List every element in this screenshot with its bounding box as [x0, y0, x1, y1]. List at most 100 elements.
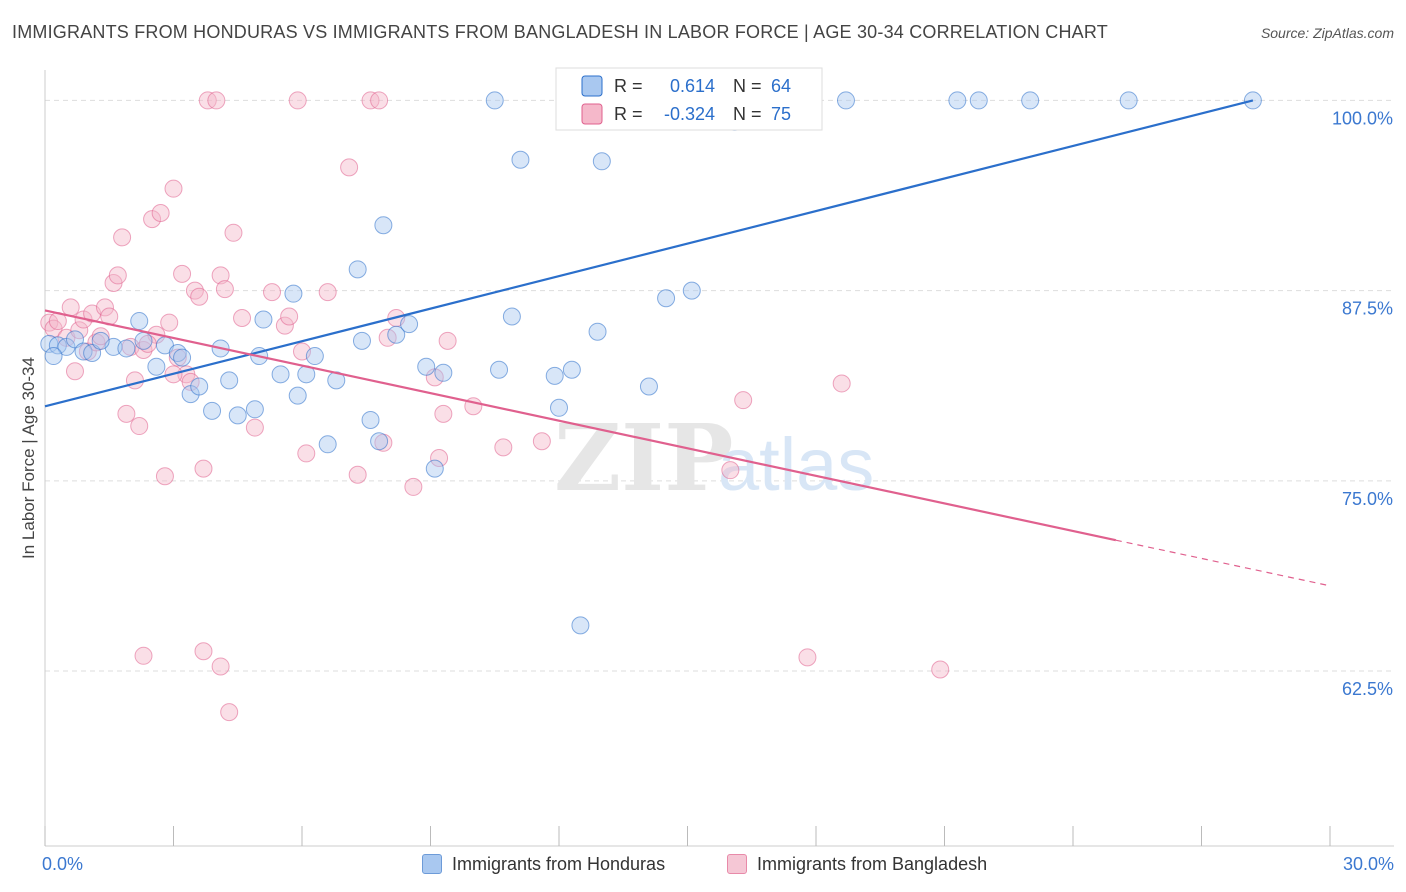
- bangladesh-point-4: [61, 298, 80, 317]
- bangladesh-point-47: [318, 283, 337, 302]
- bangladesh-point-60: [494, 438, 513, 457]
- watermark: ZIP atlas: [554, 404, 874, 512]
- bangladesh-point-45: [288, 91, 307, 110]
- bangladesh-point-24: [151, 204, 170, 223]
- y-tick-label-2: 75.0%: [1342, 489, 1393, 509]
- bangladesh-point-28: [168, 348, 187, 367]
- legend-item-honduras[interactable]: Immigrants from Honduras: [422, 852, 665, 876]
- bangladesh-point-57: [434, 404, 453, 423]
- bangladesh-point-42: [263, 283, 282, 302]
- honduras-point-5: [83, 344, 102, 363]
- bangladesh-trend-line: [44, 309, 1117, 542]
- honduras-points: [40, 91, 1262, 635]
- bangladesh-point-49: [348, 465, 367, 484]
- bangladesh-point-70: [931, 660, 950, 679]
- honduras-point-39: [434, 363, 453, 382]
- honduras-point-48: [588, 322, 607, 341]
- honduras-point-53: [682, 281, 701, 300]
- honduras-point-23: [271, 365, 290, 384]
- honduras-point-28: [318, 435, 337, 454]
- bangladesh-point-19: [125, 371, 144, 390]
- bangladesh-point-64: [832, 374, 851, 393]
- honduras-point-58: [948, 91, 967, 110]
- watermark-atlas: atlas: [718, 423, 874, 506]
- stats-n-label-1: N =: [733, 76, 762, 96]
- bangladesh-point-62: [721, 461, 740, 480]
- honduras-point-40: [485, 91, 504, 110]
- bangladesh-point-51: [370, 91, 389, 110]
- honduras-point-15: [190, 377, 209, 396]
- honduras-point-62: [44, 347, 63, 366]
- bangladesh-point-48: [340, 158, 359, 177]
- bangladesh-point-61: [532, 432, 551, 451]
- honduras-point-45: [550, 398, 568, 417]
- honduras-point-24: [284, 284, 303, 303]
- bangladesh-point-5: [65, 362, 84, 381]
- y-axis-label: In Labor Force | Age 30-34: [19, 357, 38, 559]
- bangladesh-point-16: [113, 228, 132, 247]
- stats-n-value-1: 64: [771, 76, 791, 96]
- bangladesh-point-73: [430, 449, 449, 467]
- honduras-point-31: [352, 331, 371, 350]
- tick-labels: 100.0% 87.5% 75.0% 62.5% 0.0% 30.0%: [42, 108, 1394, 874]
- bangladesh-point-67: [211, 657, 230, 676]
- y-tick-label-1: 87.5%: [1342, 299, 1393, 319]
- bangladesh-point-65: [134, 646, 153, 665]
- honduras-point-50: [639, 377, 658, 396]
- stats-swatch-pink: [581, 103, 603, 125]
- honduras-point-16: [203, 401, 222, 420]
- bangladesh-point-58: [438, 331, 457, 350]
- honduras-point-18: [220, 371, 239, 390]
- honduras-point-63: [91, 331, 110, 350]
- y-tick-label-0: 100.0%: [1332, 108, 1393, 128]
- honduras-point-32: [361, 410, 380, 429]
- bangladesh-point-29: [173, 264, 192, 283]
- axes: [44, 70, 1394, 847]
- bangladesh-point-43: [275, 316, 294, 335]
- stats-n-label-2: N =: [733, 104, 762, 124]
- honduras-point-38: [425, 459, 444, 478]
- honduras-point-3: [65, 330, 84, 349]
- bangladesh-point-40: [233, 309, 252, 328]
- bangladesh-point-46: [297, 444, 316, 463]
- honduras-point-44: [545, 366, 564, 385]
- honduras-point-25: [288, 386, 307, 405]
- stats-r-label-2: R =: [614, 104, 643, 124]
- honduras-point-22: [254, 310, 273, 329]
- honduras-point-7: [117, 339, 136, 358]
- honduras-point-9: [134, 331, 153, 350]
- honduras-point-41: [490, 360, 509, 379]
- bangladesh-point-33: [190, 287, 209, 306]
- honduras-point-37: [417, 357, 436, 376]
- legend-item-bangladesh[interactable]: Immigrants from Bangladesh: [727, 852, 987, 876]
- legend-swatch-blue: [422, 854, 442, 874]
- honduras-point-56: [836, 91, 855, 110]
- bangladesh-point-15: [108, 266, 127, 285]
- honduras-point-35: [387, 325, 406, 344]
- honduras-point-30: [348, 260, 367, 279]
- stats-n-value-2: 75: [771, 104, 791, 124]
- bangladesh-trend-extension: [1115, 539, 1331, 587]
- honduras-point-60: [1119, 91, 1138, 110]
- bangladesh-point-37: [211, 266, 230, 285]
- bangladesh-point-44: [280, 307, 299, 326]
- gridlines: [45, 99, 1394, 672]
- honduras-point-19: [228, 406, 247, 425]
- honduras-point-27: [305, 347, 324, 366]
- legend-label-honduras: Immigrants from Honduras: [452, 853, 666, 874]
- stats-r-value-1: 0.614: [670, 76, 715, 96]
- honduras-point-8: [130, 312, 149, 331]
- honduras-trend-line: [44, 99, 1254, 408]
- chart-title: IMMIGRANTS FROM HONDURAS VS IMMIGRANTS F…: [12, 22, 1108, 42]
- stats-box: R = 0.614 N = 64 R = -0.324 N = 75: [555, 67, 823, 131]
- bangladesh-point-6: [70, 321, 89, 340]
- x-tick-label-1: 30.0%: [1343, 854, 1394, 874]
- bangladesh-point-39: [224, 223, 243, 242]
- stats-r-label-1: R =: [614, 76, 643, 96]
- honduras-point-33: [370, 432, 389, 451]
- honduras-point-34: [374, 216, 393, 235]
- source-label: Source: ZipAtlas.com: [1260, 25, 1394, 41]
- honduras-point-36: [400, 315, 419, 334]
- honduras-point-20: [245, 400, 264, 419]
- bangladesh-point-20: [130, 417, 149, 436]
